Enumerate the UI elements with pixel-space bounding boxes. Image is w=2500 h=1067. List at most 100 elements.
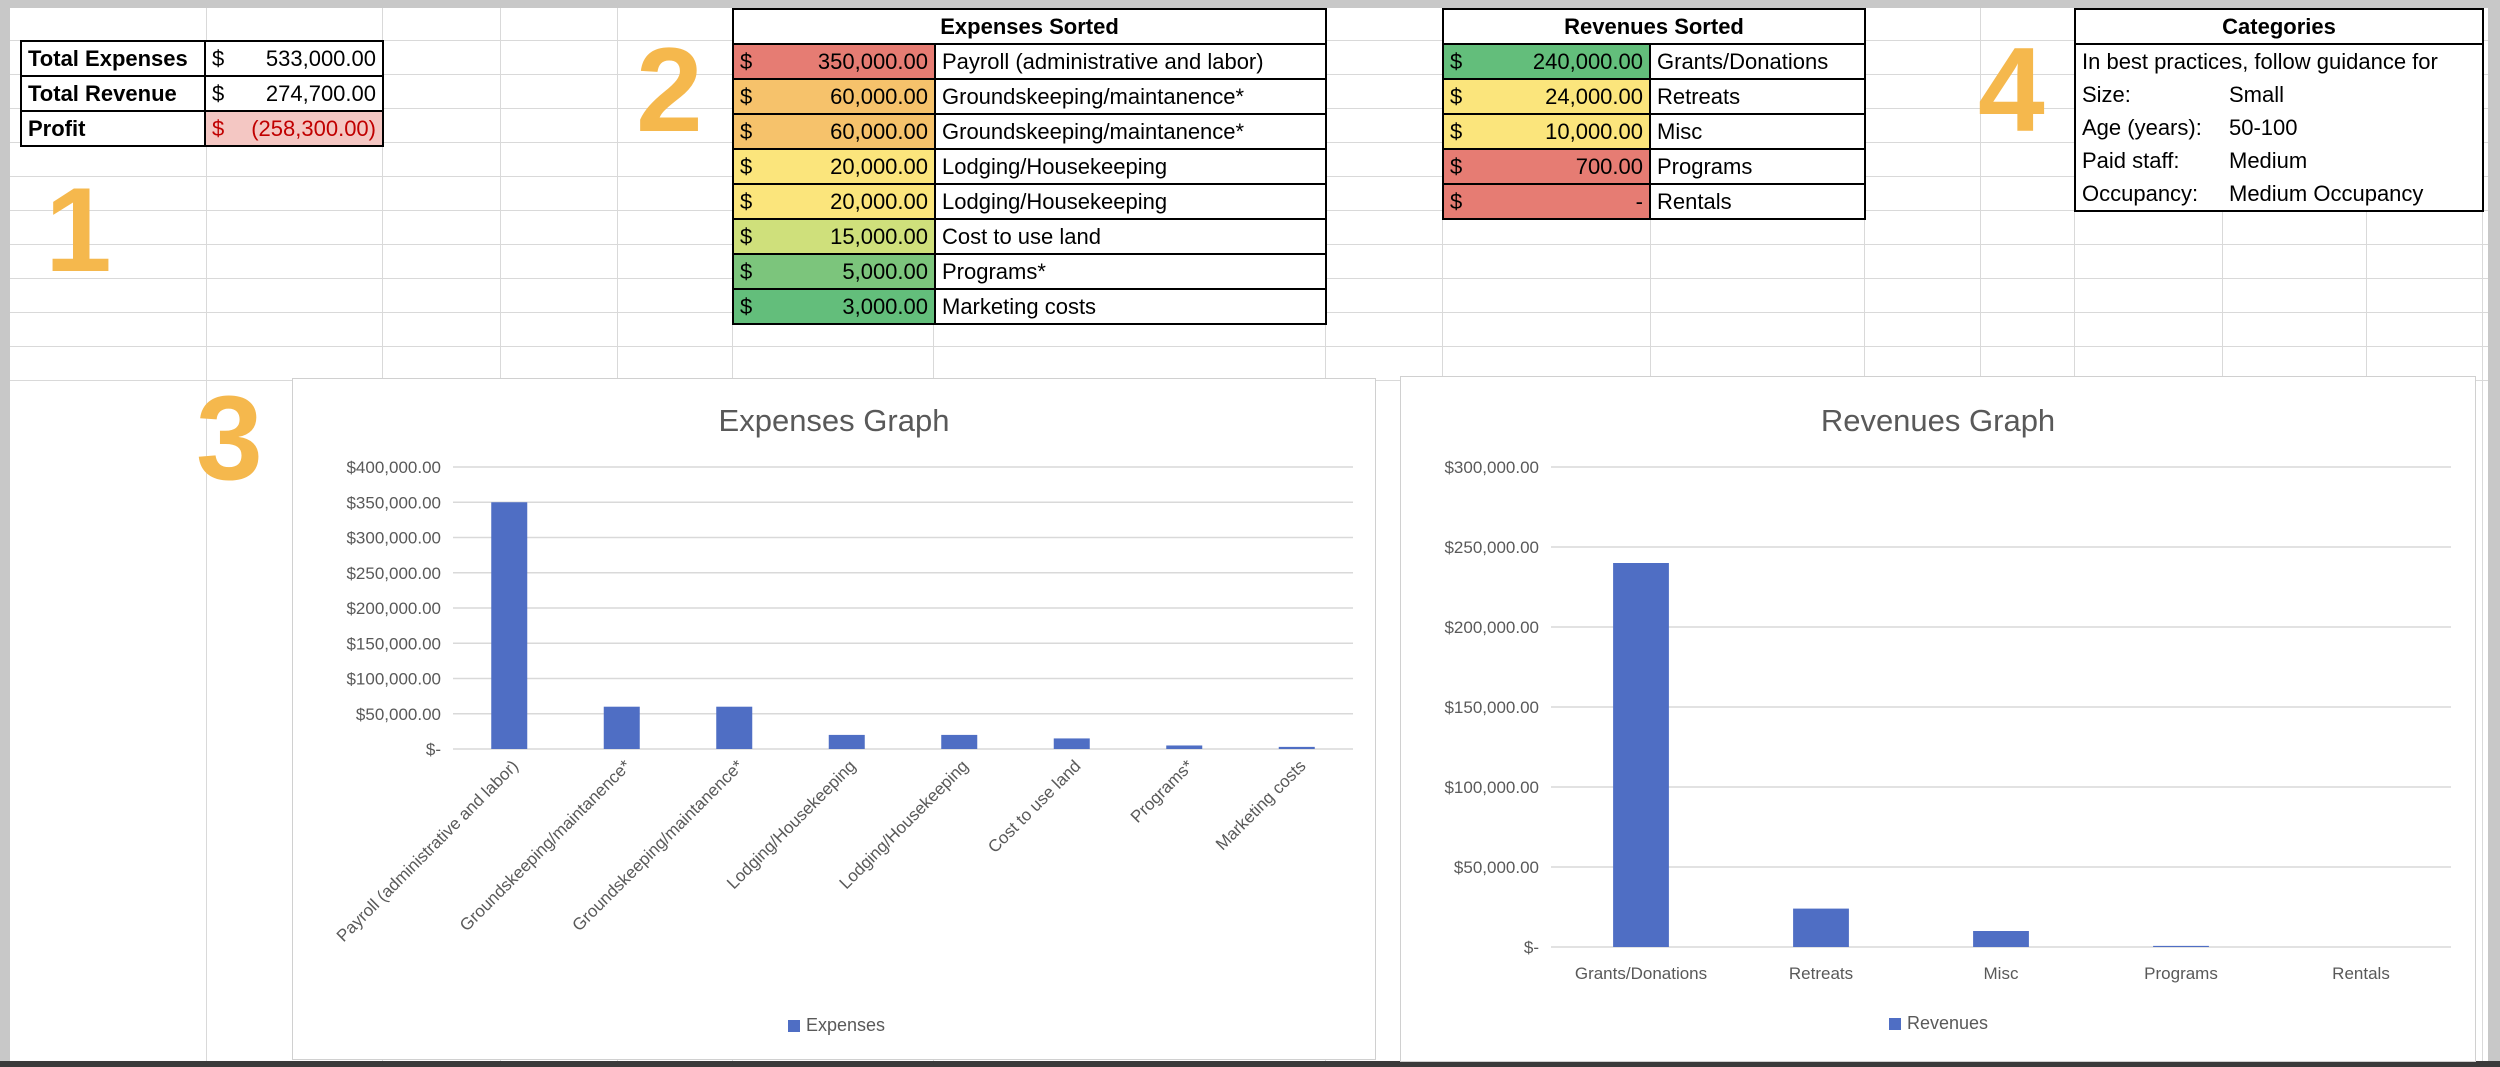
item-name-cell[interactable]: Programs — [1648, 148, 1867, 185]
item-name-cell[interactable]: Marketing costs — [933, 288, 1328, 325]
category-value[interactable]: 50-100 — [2223, 111, 2484, 144]
summary-value[interactable]: $ (258,300.00) — [204, 110, 384, 147]
category-row[interactable]: Paid staff: Medium — [2074, 144, 2484, 177]
item-name-cell[interactable]: Cost to use land — [933, 218, 1328, 255]
legend-label: Revenues — [1907, 1013, 1988, 1033]
item-name-cell[interactable]: Misc — [1648, 113, 1867, 150]
x-category-label: Cost to use land — [984, 756, 1084, 856]
y-tick-label: $150,000.00 — [346, 634, 441, 653]
amount-cell[interactable]: $20,000.00 — [732, 183, 936, 220]
amount-cell[interactable]: $24,000.00 — [1442, 78, 1651, 115]
currency-symbol: $ — [740, 83, 753, 109]
item-name-cell[interactable]: Programs* — [933, 253, 1328, 290]
categories-intro-row[interactable]: In best practices, follow guidance for — [2074, 43, 2484, 78]
categories-table: Categories In best practices, follow gui… — [2074, 8, 2484, 212]
expense-row[interactable]: $20,000.00 Lodging/Housekeeping — [732, 183, 1328, 220]
currency-symbol: $ — [740, 258, 753, 284]
summary-label[interactable]: Profit — [20, 110, 206, 147]
y-tick-label: $350,000.00 — [346, 493, 441, 512]
expenses-chart-panel[interactable]: Expenses Graph $- $50,000.00 $100,000.00 $15… — [292, 378, 1376, 1060]
category-value[interactable]: Medium — [2223, 144, 2484, 177]
summary-row-total-expenses[interactable]: Total Expenses $533,000.00 — [20, 40, 384, 77]
amount-cell[interactable]: $10,000.00 — [1442, 113, 1651, 150]
expenses-sorted-table: Expenses Sorted $350,000.00 Payroll (admi… — [731, 8, 1328, 325]
categories-intro[interactable]: In best practices, follow guidance for — [2074, 43, 2484, 78]
category-key[interactable]: Age (years): — [2074, 111, 2223, 144]
summary-row-total-revenue[interactable]: Total Revenue $274,700.00 — [20, 75, 384, 112]
expense-row[interactable]: $350,000.00 Payroll (administrative and l… — [732, 43, 1328, 80]
amount-cell[interactable]: $240,000.00 — [1442, 43, 1651, 80]
amount-cell[interactable]: $700.00 — [1442, 148, 1651, 185]
expense-row[interactable]: $5,000.00 Programs* — [732, 253, 1328, 290]
y-tick-label: $100,000.00 — [1444, 778, 1539, 797]
currency-symbol: $ — [740, 48, 753, 74]
category-key[interactable]: Size: — [2074, 78, 2223, 111]
category-key[interactable]: Paid staff: — [2074, 144, 2223, 177]
y-tick-label: $- — [1524, 938, 1539, 957]
summary-value[interactable]: $274,700.00 — [204, 75, 384, 112]
item-name-cell[interactable]: Groundskeeping/maintanence* — [933, 78, 1328, 115]
summary-row-profit[interactable]: Profit $ (258,300.00) — [20, 110, 384, 147]
y-tick-label: $400,000.00 — [346, 458, 441, 477]
revenue-row[interactable]: $ - Rentals — [1442, 183, 1867, 220]
amount-value: 24,000.00 — [1545, 83, 1643, 109]
item-name-cell[interactable]: Payroll (administrative and labor) — [933, 43, 1328, 80]
item-name-cell[interactable]: Rentals — [1648, 183, 1867, 220]
amount-value: 10,000.00 — [1545, 118, 1643, 144]
revenue-row[interactable]: $700.00 Programs — [1442, 148, 1867, 185]
x-category-label: Payroll (administrative and labor) — [333, 756, 522, 945]
amount-value: 20,000.00 — [830, 153, 928, 179]
grid-column-line — [206, 0, 207, 1067]
summary-label[interactable]: Total Revenue — [20, 75, 206, 112]
item-name-cell[interactable]: Lodging/Housekeeping — [933, 148, 1328, 185]
currency-symbol: $ — [1450, 118, 1463, 144]
category-key[interactable]: Occupancy: — [2074, 177, 2223, 212]
x-category-label: Misc — [1984, 964, 2019, 983]
expense-row[interactable]: $15,000.00 Cost to use land — [732, 218, 1328, 255]
currency-symbol: $ — [740, 188, 753, 214]
category-row[interactable]: Age (years): 50-100 — [2074, 111, 2484, 144]
expense-row[interactable]: $3,000.00 Marketing costs — [732, 288, 1328, 325]
legend-swatch — [788, 1020, 800, 1032]
revenue-row[interactable]: $240,000.00 Grants/Donations — [1442, 43, 1867, 80]
item-name-cell[interactable]: Grants/Donations — [1648, 43, 1867, 80]
item-name-cell[interactable]: Retreats — [1648, 78, 1867, 115]
amount-cell[interactable]: $ - — [1442, 183, 1651, 220]
category-value[interactable]: Small — [2223, 78, 2484, 111]
legend-swatch — [1889, 1018, 1901, 1030]
amount-cell[interactable]: $20,000.00 — [732, 148, 936, 185]
chart-legend: Expenses — [788, 1015, 885, 1035]
expenses-chart[interactable]: Expenses Graph $- $50,000.00 $100,000.00 $15… — [293, 379, 1375, 1059]
currency-symbol: $ — [1450, 153, 1463, 179]
amount-cell[interactable]: $350,000.00 — [732, 43, 936, 80]
amount-cell[interactable]: $60,000.00 — [732, 113, 936, 150]
amount-value: 3,000.00 — [842, 293, 928, 319]
amount-cell[interactable]: $15,000.00 — [732, 218, 936, 255]
amount-value: 700.00 — [1575, 153, 1643, 179]
amount-cell[interactable]: $3,000.00 — [732, 288, 936, 325]
category-row[interactable]: Occupancy: Medium Occupancy — [2074, 177, 2484, 212]
x-category-label: Lodging/Housekeeping — [723, 756, 859, 892]
amount-cell[interactable]: $5,000.00 — [732, 253, 936, 290]
revenues-chart-panel[interactable]: Revenues Graph $- $50,000.00 $100,000.00 $15… — [1400, 376, 2476, 1062]
expense-row[interactable]: $60,000.00 Groundskeeping/maintanence* — [732, 78, 1328, 115]
summary-value[interactable]: $533,000.00 — [204, 40, 384, 77]
category-value[interactable]: Medium Occupancy — [2223, 177, 2484, 212]
item-name-cell[interactable]: Lodging/Housekeeping — [933, 183, 1328, 220]
bar — [491, 502, 528, 749]
revenue-row[interactable]: $24,000.00 Retreats — [1442, 78, 1867, 115]
category-row[interactable]: Size: Small — [2074, 78, 2484, 111]
revenue-row[interactable]: $10,000.00 Misc — [1442, 113, 1867, 150]
marker-2: 2 — [636, 23, 703, 157]
expense-row[interactable]: $60,000.00 Groundskeeping/maintanence* — [732, 113, 1328, 150]
x-category-label: Retreats — [1789, 964, 1853, 983]
marker-1: 1 — [45, 163, 112, 297]
item-name-cell[interactable]: Groundskeeping/maintanence* — [933, 113, 1328, 150]
bar — [828, 734, 865, 749]
summary-label[interactable]: Total Expenses — [20, 40, 206, 77]
revenues-chart[interactable]: Revenues Graph $- $50,000.00 $100,000.00 $15… — [1401, 377, 2475, 1061]
amount-value: 240,000.00 — [1532, 48, 1643, 74]
expense-row[interactable]: $20,000.00 Lodging/Housekeeping — [732, 148, 1328, 185]
x-category-label: Grants/Donations — [1575, 964, 1707, 983]
amount-cell[interactable]: $60,000.00 — [732, 78, 936, 115]
